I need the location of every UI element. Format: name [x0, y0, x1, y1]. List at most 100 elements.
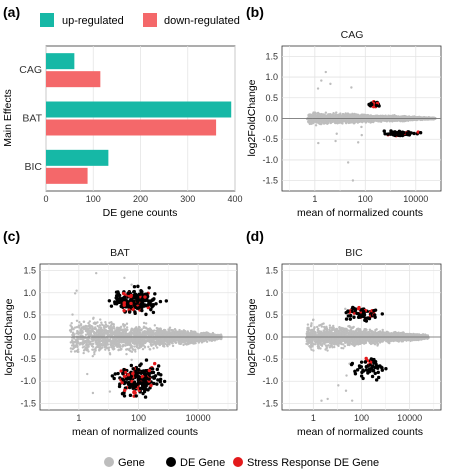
gene-point: [140, 342, 143, 345]
gene-point: [147, 345, 150, 349]
gene-point: [383, 115, 387, 118]
gene-point: [335, 132, 338, 135]
gene-point: [154, 344, 158, 347]
ma-x-tick-label: 1: [312, 194, 317, 204]
gene-point: [77, 325, 81, 329]
de-gene-point: [397, 129, 402, 134]
gene-point: [196, 332, 199, 335]
gene-point: [98, 324, 102, 327]
gene-point: [92, 317, 95, 320]
gene-point: [336, 122, 339, 125]
bar-x-tick-label: 300: [180, 194, 195, 204]
gene-point: [396, 116, 399, 119]
gene-point: [144, 322, 148, 325]
gene-point: [307, 121, 310, 124]
ma-points-cag: [282, 70, 441, 182]
gene-point: [125, 352, 128, 356]
gene-point: [318, 113, 321, 116]
bar-x-tick-labels: 0 100 200 300 400: [43, 194, 242, 204]
gene-point: [126, 328, 129, 332]
bar-legend: up-regulated down-regulated: [40, 13, 240, 27]
gene-point: [135, 326, 138, 329]
gene-point: [330, 120, 334, 124]
gene-point: [71, 326, 74, 330]
ma-y-tick-label: 0.5: [265, 93, 278, 103]
gene-point: [346, 161, 350, 164]
bar-up-regulated-bic: [46, 149, 109, 166]
gene-point: [331, 114, 335, 117]
gene-point: [197, 341, 201, 344]
gene-point: [316, 87, 320, 90]
gene-point: [360, 133, 363, 137]
gene-point: [101, 329, 105, 332]
gene-point: [323, 119, 326, 123]
gene-point: [163, 345, 166, 348]
gene-point: [141, 347, 145, 351]
ma-plot-title-bat: BAT: [110, 247, 130, 259]
gene-point: [386, 115, 390, 119]
gene-point: [309, 116, 312, 120]
gene-point: [315, 114, 319, 118]
de-gene-point: [374, 103, 379, 108]
gene-point: [313, 115, 316, 118]
gene-point: [353, 120, 357, 124]
gene-point: [315, 121, 318, 124]
gene-point: [335, 111, 338, 114]
gene-point: [170, 328, 173, 332]
gene-point: [153, 324, 157, 327]
gene-point: [358, 118, 361, 122]
bar-x-tick-label: 100: [86, 194, 101, 204]
gene-point: [334, 115, 337, 119]
gene-point: [339, 121, 342, 124]
gene-point: [362, 115, 365, 119]
gene-point: [320, 119, 323, 122]
gene-point: [108, 340, 111, 343]
gene-point: [125, 322, 129, 325]
ma-y-tick-label: 0.0: [265, 114, 278, 124]
gene-point: [82, 327, 86, 331]
gene-point: [148, 348, 151, 351]
gene-point: [87, 321, 90, 325]
panel-label-d: (d): [246, 228, 264, 244]
panel-label-b: (b): [246, 4, 264, 20]
gene-point: [72, 344, 76, 348]
gene-point: [334, 121, 337, 125]
gene-point: [329, 82, 332, 86]
gene-point: [75, 339, 79, 343]
bar-down-regulated-bic: [46, 167, 88, 184]
gene-point: [343, 118, 346, 122]
gene-point: [334, 139, 337, 143]
gene-point: [111, 347, 114, 350]
gene-point: [137, 347, 140, 350]
bar-category-label: BAT: [22, 113, 42, 125]
gene-point: [178, 342, 181, 345]
ma-y-tick-label: 1.0: [265, 72, 278, 82]
gene-point: [105, 325, 108, 328]
panel-label-c: (c): [3, 228, 20, 244]
gene-point: [317, 141, 320, 145]
panel-label-a: (a): [3, 4, 20, 20]
gene-point: [318, 120, 321, 123]
bar-down-regulated-cag: [46, 71, 101, 88]
gene-point: [377, 119, 380, 122]
de-gene-point: [392, 132, 396, 137]
gene-point: [85, 324, 88, 328]
gene-point: [127, 348, 131, 352]
gene-point: [351, 179, 355, 182]
gene-point: [313, 111, 317, 114]
bar-y-axis-title: Main Effects: [2, 89, 14, 147]
gene-point: [99, 318, 102, 321]
gene-point: [324, 115, 327, 119]
ma-y-tick-label: -0.5: [262, 134, 278, 144]
bar-down-regulated-bat: [46, 119, 217, 136]
gene-point: [94, 346, 97, 350]
gene-point: [204, 331, 207, 335]
gene-point: [324, 70, 327, 74]
gene-point: [91, 345, 95, 348]
gene-point: [334, 113, 337, 116]
gene-point: [122, 323, 125, 327]
ma-plot-title-cag: CAG: [341, 29, 364, 41]
